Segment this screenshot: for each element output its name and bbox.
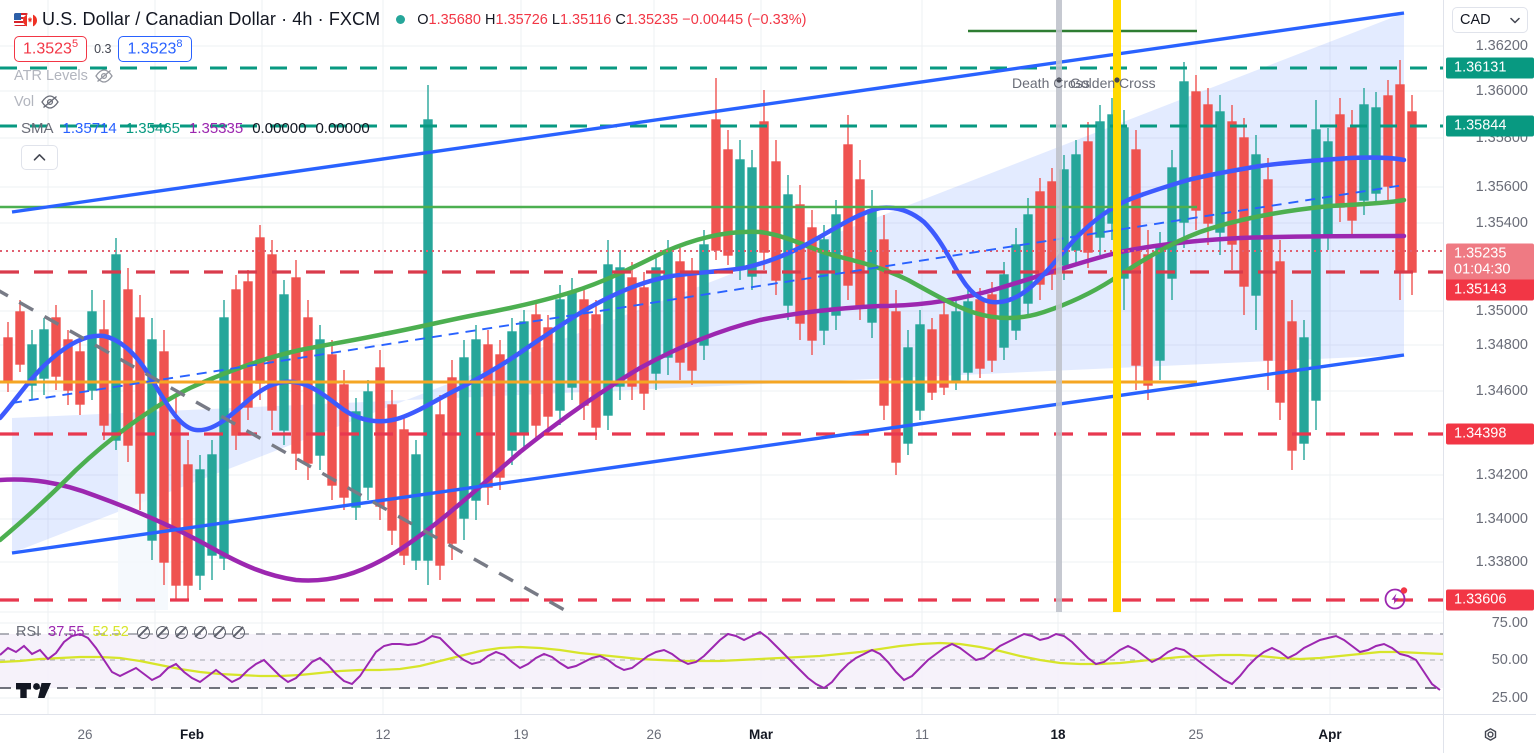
price-tick-0: 1.36200 xyxy=(1475,38,1528,54)
candlestick-series xyxy=(3,60,1417,600)
currency-selector[interactable]: CAD xyxy=(1452,7,1528,33)
chevron-up-icon xyxy=(33,154,46,161)
rsi-ma-line xyxy=(0,641,1443,678)
support-level-badge-1[interactable]: 1.34398 xyxy=(1446,423,1534,445)
tradingview-logo[interactable] xyxy=(16,678,52,705)
chart-graphics xyxy=(0,0,1443,714)
descending-gray-trend xyxy=(0,289,569,612)
currency-selector-value: CAD xyxy=(1460,12,1491,28)
price-tick-10: 1.33800 xyxy=(1475,554,1528,570)
time-tick-1: Feb xyxy=(179,727,205,742)
current-low-value: 1.35143 xyxy=(1446,279,1534,301)
time-tick-3: 19 xyxy=(513,727,529,742)
time-tick-4: 26 xyxy=(646,727,662,742)
resistance-level-badge-1[interactable]: 1.36131 xyxy=(1446,57,1534,79)
price-tick-5: 1.35000 xyxy=(1475,303,1528,319)
death-cross-label: Death Cross xyxy=(1012,75,1090,91)
bar-countdown: 01:04:30 xyxy=(1446,261,1534,280)
time-tick-2: 12 xyxy=(375,727,391,742)
support-level-badge-2[interactable]: 1.33606 xyxy=(1446,589,1534,611)
channel-upper-line xyxy=(11,11,1405,214)
time-tick-6: 11 xyxy=(914,727,930,742)
time-tick-8: 25 xyxy=(1188,727,1204,742)
rsi-tick-1: 50.00 xyxy=(1491,652,1528,668)
price-tick-8: 1.34200 xyxy=(1475,467,1528,483)
sma-mid-line xyxy=(0,197,1407,543)
price-tick-7: 1.34600 xyxy=(1475,383,1528,399)
rsi-line xyxy=(0,630,1441,691)
price-tick-1: 1.36000 xyxy=(1475,83,1528,99)
chart-settings-corner[interactable] xyxy=(1443,714,1536,753)
time-tick-7: 18 xyxy=(1050,727,1066,742)
price-tick-6: 1.34800 xyxy=(1475,337,1528,353)
channel-lower-line xyxy=(11,353,1405,555)
golden-cross-label: Golden Cross xyxy=(1070,75,1156,91)
alert-bolt-icon[interactable] xyxy=(1383,585,1409,611)
current-price-badge[interactable]: 1.35235 01:04:30 1.35143 xyxy=(1446,243,1534,301)
chart-canvas[interactable]: U.S. Dollar / Canadian Dollar · 4h · FXC… xyxy=(0,0,1443,714)
price-axis[interactable]: CAD 1.36200 1.36000 1.35800 1.35600 1.35400 1… xyxy=(1443,0,1536,714)
price-tick-9: 1.34000 xyxy=(1475,511,1528,527)
price-tick-3: 1.35600 xyxy=(1475,179,1528,195)
collapse-legend-button[interactable] xyxy=(21,145,58,170)
price-tick-4: 1.35400 xyxy=(1475,215,1528,231)
time-axis[interactable]: 26 Feb 12 19 26 Mar 11 18 25 Apr xyxy=(0,714,1443,753)
gear-icon xyxy=(1484,727,1496,741)
time-tick-5: Mar xyxy=(748,727,774,742)
time-tick-9: Apr xyxy=(1318,727,1342,742)
time-tick-0: 26 xyxy=(77,727,93,742)
resistance-level-badge-2[interactable]: 1.35844 xyxy=(1446,115,1534,137)
inner-dashed-trend xyxy=(11,184,1405,404)
rsi-tick-2: 25.00 xyxy=(1491,690,1528,706)
chevron-down-icon xyxy=(1510,17,1520,23)
rsi-tick-0: 75.00 xyxy=(1491,615,1528,631)
current-price-value: 1.35235 xyxy=(1446,243,1534,262)
